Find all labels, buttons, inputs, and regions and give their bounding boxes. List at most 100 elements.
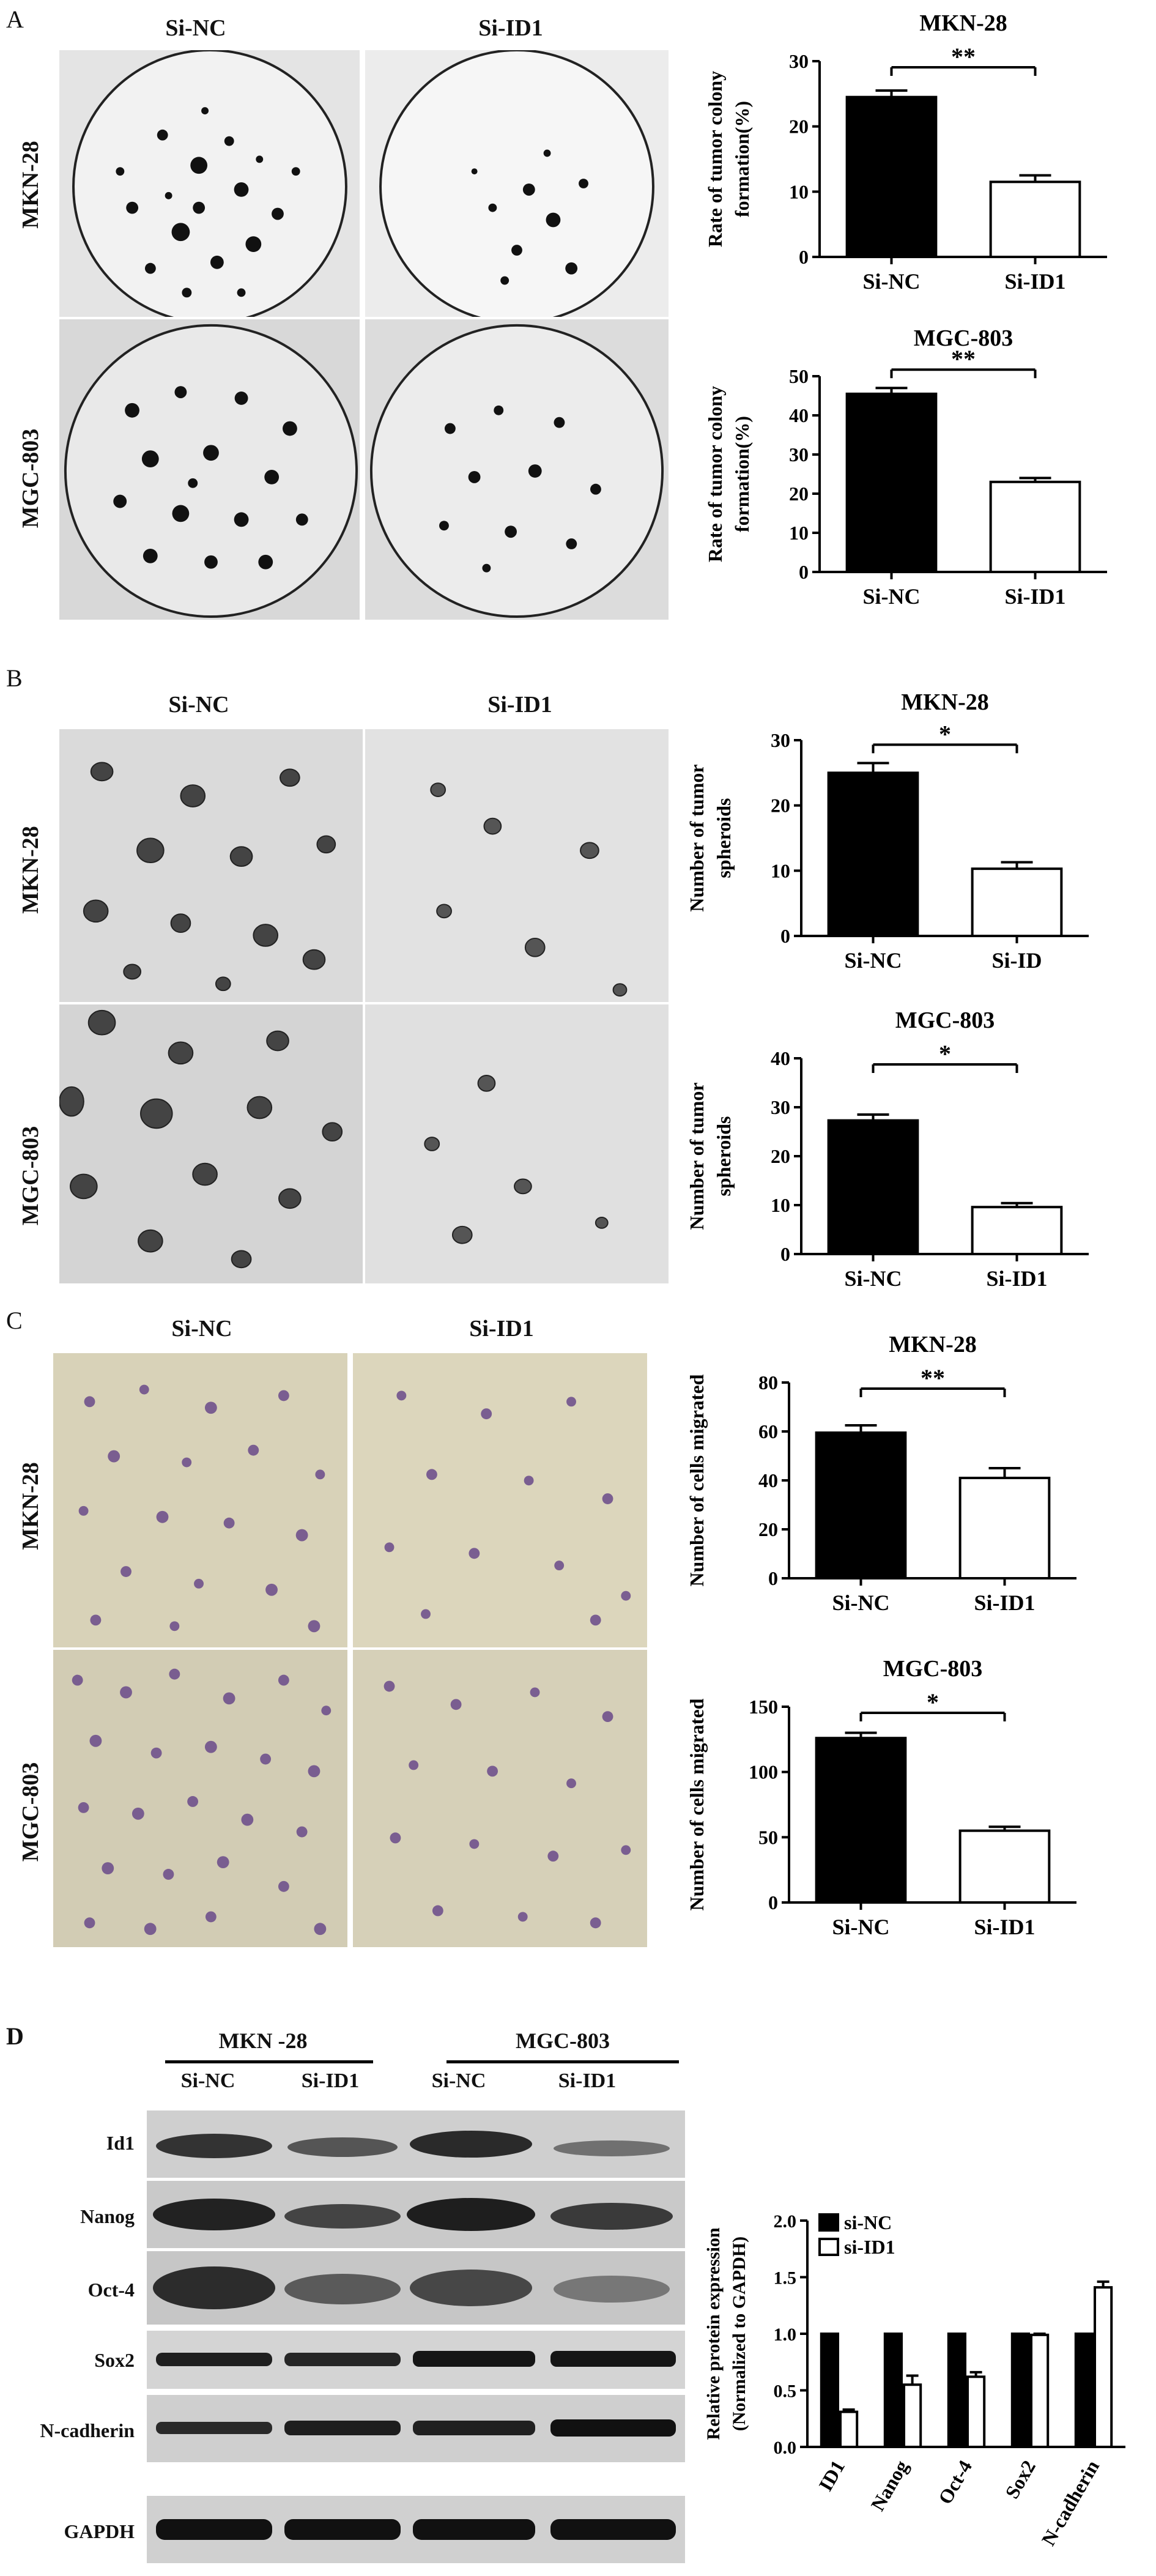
- panel-c-col-label-si-nc: Si-NC: [171, 1316, 232, 1342]
- spheroid-photo-mkn28-si-nc: [58, 728, 364, 1003]
- y-tick-label: 2.0: [774, 2211, 797, 2232]
- bar-si-nc: [815, 1431, 907, 1579]
- y-tick-label: 1.0: [774, 2325, 797, 2345]
- bar-si-nc: [845, 392, 938, 574]
- y-tick-label: 30: [771, 729, 790, 751]
- y-tick-label: 20: [758, 1518, 778, 1540]
- colony-photo-mgc803-si-nc: [58, 318, 361, 621]
- blot-strip-oct4: [147, 2251, 685, 2325]
- y-tick-label: 30: [789, 444, 809, 466]
- blot-row-label-sox2: Sox2: [94, 2349, 135, 2371]
- x-tick-label: N-cadherin: [1037, 2456, 1104, 2549]
- y-tick-label: 0: [780, 925, 790, 947]
- x-tick-label: Sox2: [1001, 2457, 1040, 2503]
- spheroid-photo-mkn28-si-id1: [364, 728, 670, 1003]
- x-tick-label: Nanog: [866, 2457, 913, 2515]
- colony-dish-image: [369, 324, 664, 618]
- y-tick-label: 150: [749, 1696, 778, 1718]
- y-tick-label: 100: [749, 1761, 778, 1783]
- panel-a-row-label-mgc803: MGC-803: [18, 428, 43, 529]
- chart-title: MKN-28: [901, 689, 989, 715]
- chart-a2: MGC-803 Rate of tumor colony formation(%) 0…: [704, 325, 1107, 609]
- chart-title: MKN-28: [919, 10, 1007, 36]
- spheroid-image: [430, 782, 628, 997]
- bar-si-nc-n-cadherin: [1074, 2333, 1094, 2448]
- x-tick-label: Si-NC: [844, 1266, 902, 1291]
- x-tick-label: Si-NC: [832, 1915, 889, 1939]
- blot-row-label-n-cadherin: N-cadherin: [40, 2419, 135, 2441]
- y-tick-label: 0: [768, 1891, 778, 1913]
- panel-a-col-label-si-id1: Si-ID1: [478, 15, 543, 41]
- y-tick-label: 40: [758, 1469, 778, 1491]
- colony-dish-image: [379, 50, 654, 317]
- panel-a-row-label-mkn28: MKN-28: [18, 141, 43, 229]
- x-tick-label: Si-NC: [862, 584, 920, 609]
- migration-photo-mkn28-si-nc: [52, 1352, 349, 1649]
- y-tick-label: 40: [789, 404, 809, 426]
- blot-row-label-id1: Id1: [106, 2132, 135, 2154]
- migration-photo-mgc803-si-id1: [352, 1649, 648, 1948]
- blot-lane-label-1: Si-NC: [180, 2069, 235, 2092]
- y-axis-label: spheroids: [713, 798, 735, 878]
- y-tick-label: 0: [799, 246, 809, 268]
- chart-b1: MKN-28 Number of tumor spheroids 0 10 20 30 Si-…: [686, 689, 1089, 973]
- y-tick-label: 20: [771, 1145, 790, 1167]
- y-axis-label: Rate of tumor colony: [704, 71, 726, 247]
- y-axis-label: Rate of tumor colony: [704, 386, 726, 562]
- migration-image: [383, 1680, 631, 1929]
- x-tick-label: Si-NC: [832, 1591, 889, 1615]
- y-axis-label: formation(%): [731, 101, 753, 217]
- chart-a1: MKN-28 Rate of tumor colony formation(%) 0 1…: [704, 10, 1107, 294]
- y-tick-label: 10: [789, 522, 809, 544]
- bar-si-id1: [989, 180, 1081, 259]
- bar-si-id1-n-cadherin: [1094, 2286, 1113, 2448]
- y-tick-label: 50: [789, 365, 809, 387]
- blot-strip-id1: [147, 2110, 685, 2178]
- legend-swatch-si-id1: [818, 2238, 839, 2256]
- panel-b-col-label-si-id1: Si-ID1: [487, 692, 552, 718]
- y-axis-label: Number of tumor: [686, 764, 708, 911]
- bar-si-id: [971, 867, 1063, 937]
- panel-b-col-label-si-nc: Si-NC: [168, 692, 229, 718]
- y-tick-label: 1.5: [774, 2268, 797, 2288]
- y-tick-label: 30: [789, 50, 809, 72]
- migration-photo-mkn28-si-id1: [352, 1352, 648, 1649]
- panel-b-row-label-mgc803: MGC-803: [18, 1126, 43, 1226]
- spheroid-image: [424, 1074, 609, 1244]
- western-blot: Id1 Nanog Oct-4 Sox2 N-cadherin GAPDH: [0, 2104, 691, 2575]
- chart-title: MGC-803: [914, 325, 1013, 351]
- bar-si-nc-id1: [820, 2333, 840, 2448]
- y-tick-label: 10: [771, 859, 790, 882]
- y-tick-label: 10: [771, 1194, 790, 1216]
- chart-d1: Relative protein expression (Normalized t…: [703, 2211, 1125, 2549]
- blot-group-line-mkn28: [165, 2060, 373, 2063]
- panel-c-letter: C: [6, 1307, 23, 1334]
- blot-group-line-mgc803: [446, 2060, 679, 2063]
- x-tick-label: ID1: [814, 2457, 849, 2495]
- y-tick-label: 0.5: [774, 2381, 797, 2402]
- x-tick-label: Oct-4: [934, 2457, 976, 2508]
- legend-swatch-si-nc: [818, 2213, 839, 2232]
- bar-si-id1-oct-4: [966, 2375, 986, 2448]
- colony-photo-mgc803-si-id1: [364, 318, 670, 621]
- x-tick-label: Si-ID1: [1004, 584, 1065, 609]
- x-tick-label: Si-ID: [991, 948, 1042, 973]
- panel-a-col-label-si-nc: Si-NC: [165, 15, 226, 41]
- colony-dish-image: [64, 324, 358, 618]
- bar-si-nc-oct-4: [947, 2333, 966, 2448]
- blot-lane-label-3: Si-NC: [431, 2069, 486, 2092]
- y-tick-label: 60: [758, 1420, 778, 1442]
- blot-row-label-nanog: Nanog: [80, 2205, 135, 2227]
- bar-si-nc: [827, 1119, 919, 1255]
- y-tick-label: 20: [771, 795, 790, 817]
- y-tick-label: 20: [789, 483, 809, 505]
- blot-strip-nanog: [147, 2181, 685, 2248]
- spheroid-photo-mgc803-si-nc: [58, 1003, 364, 1285]
- y-tick-label: 40: [771, 1047, 790, 1069]
- blot-lane-label-4: Si-ID1: [558, 2069, 617, 2092]
- x-tick-label: Si-ID1: [1004, 269, 1065, 294]
- significance-marker: *: [927, 1688, 939, 1716]
- bar-si-id1: [958, 1477, 1051, 1579]
- bar-si-id1-nanog: [903, 2383, 922, 2448]
- blot-group-label-mkn28: MKN -28: [218, 2029, 308, 2053]
